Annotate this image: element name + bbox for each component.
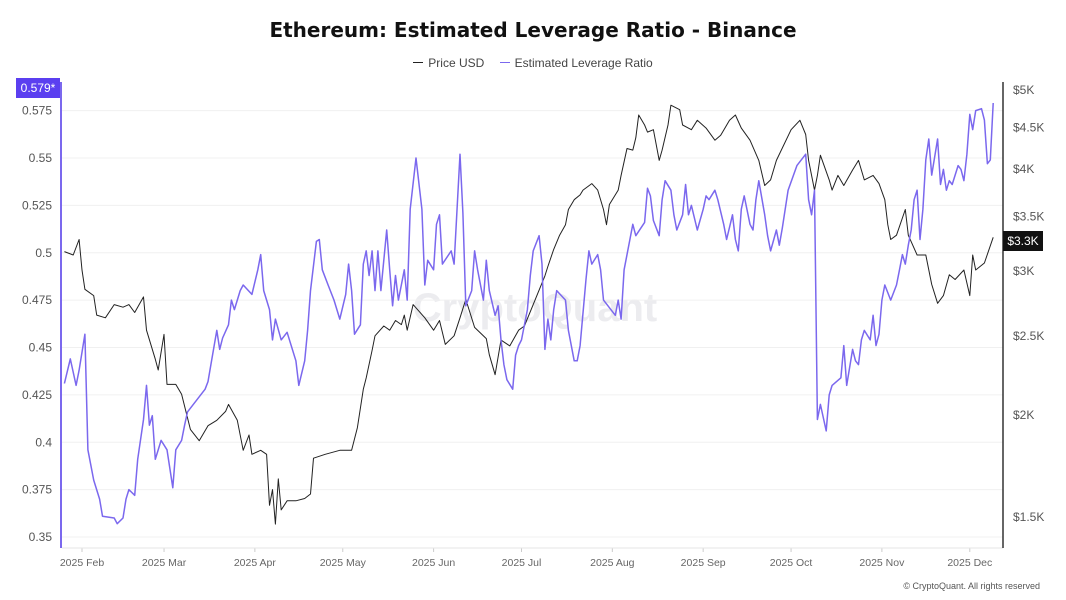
current-price-badge: $3.3K <box>1003 231 1043 251</box>
left-axis-tick-label: 0.35 <box>29 530 53 544</box>
copyright-footer: © CryptoQuant. All rights reserved <box>903 581 1040 591</box>
left-axis-tick-label: 0.475 <box>22 293 52 307</box>
x-axis-tick-label: 2025 Aug <box>590 557 635 569</box>
x-axis-tick-label: 2025 Nov <box>859 557 905 569</box>
left-axis-tick-label: 0.525 <box>22 198 52 212</box>
leverage-ratio-line <box>63 102 994 525</box>
legend-line-icon <box>413 62 424 63</box>
legend-item-leverage[interactable]: Estimated Leverage Ratio <box>499 55 653 70</box>
x-axis-tick-label: 2025 Sep <box>681 557 726 569</box>
left-axis-tick-label: 0.5 <box>35 246 52 260</box>
x-axis-tick-label: 2025 Jul <box>502 557 542 569</box>
x-axis-tick-label: 2025 May <box>320 557 367 569</box>
legend-label-price: Price USD <box>428 55 485 70</box>
right-axis-tick-label: $5K <box>1013 83 1034 97</box>
right-axis-tick-label: $2K <box>1013 408 1034 422</box>
x-axis-tick-label: 2025 Feb <box>60 557 105 569</box>
legend-item-price[interactable]: Price USD <box>413 56 484 70</box>
x-axis-tick-label: 2025 Dec <box>947 557 992 569</box>
left-axis-tick-label: 0.575 <box>22 104 52 118</box>
right-axis-tick-label: $2.5K <box>1013 329 1044 343</box>
x-axis-tick-label: 2025 Apr <box>234 557 277 569</box>
right-axis-tick-label: $1.5K <box>1013 510 1044 524</box>
right-axis-tick-label: $3K <box>1013 264 1034 278</box>
right-axis-tick-label: $3.5K <box>1013 209 1044 223</box>
right-axis-tick-label: $4.5K <box>1013 120 1044 134</box>
left-axis-tick-label: 0.375 <box>22 483 52 497</box>
x-axis-tick-label: 2025 Jun <box>412 557 455 569</box>
legend: Price USD Estimated Leverage Ratio <box>0 52 1066 70</box>
left-axis-tick-label: 0.425 <box>22 388 52 402</box>
x-axis-tick-label: 2025 Mar <box>142 557 187 569</box>
left-axis-tick-label: 0.45 <box>29 341 53 355</box>
price-usd-line <box>64 104 994 525</box>
current-leverage-badge: 0.579* <box>16 78 60 98</box>
left-axis-tick-label: 0.4 <box>35 435 52 449</box>
x-axis-tick-label: 2025 Oct <box>770 557 813 569</box>
right-axis-tick-label: $4K <box>1013 162 1034 176</box>
legend-label-leverage: Estimated Leverage Ratio <box>514 55 653 70</box>
left-axis-tick-label: 0.55 <box>29 151 53 165</box>
chart-title: Ethereum: Estimated Leverage Ratio - Bin… <box>269 18 797 42</box>
legend-line-icon <box>499 62 510 63</box>
